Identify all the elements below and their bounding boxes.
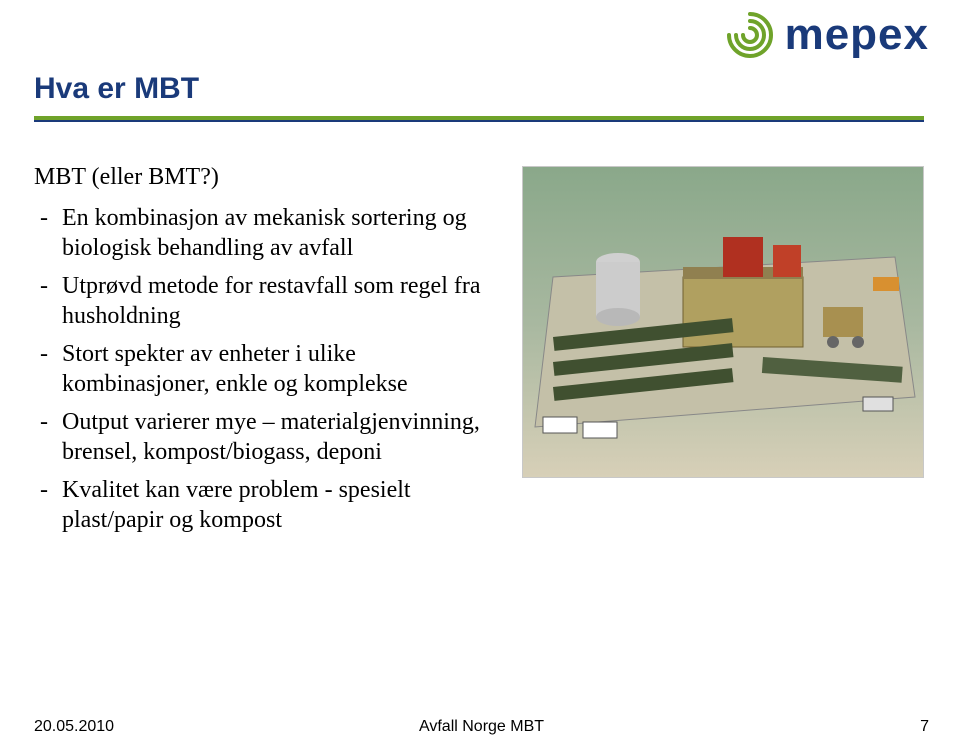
title-underline [34, 116, 924, 122]
facility-illustration [522, 166, 924, 478]
swirl-icon [723, 8, 777, 62]
brand-logo: mepex [723, 8, 929, 62]
list-item: Stort spekter av enheter i ulike kombina… [34, 339, 504, 399]
list-item: Output varierer mye – materialgjenvinnin… [34, 407, 504, 467]
subtitle: MBT (eller BMT?) [34, 164, 504, 191]
list-item: Kvalitet kan være problem - spesielt pla… [34, 475, 504, 535]
footer-page: 7 [920, 718, 929, 736]
slide-footer: 20.05.2010 Avfall Norge MBT 7 [34, 718, 929, 736]
footer-center: Avfall Norge MBT [419, 718, 544, 736]
list-item: En kombinasjon av mekanisk sortering og … [34, 203, 504, 263]
list-item: Utprøvd metode for restavfall som regel … [34, 271, 504, 331]
page-title: Hva er MBT [34, 72, 199, 106]
footer-date: 20.05.2010 [34, 718, 114, 736]
logo-text: mepex [785, 10, 929, 60]
bullet-list: En kombinasjon av mekanisk sortering og … [34, 203, 504, 535]
main-content: MBT (eller BMT?) En kombinasjon av mekan… [34, 164, 504, 543]
